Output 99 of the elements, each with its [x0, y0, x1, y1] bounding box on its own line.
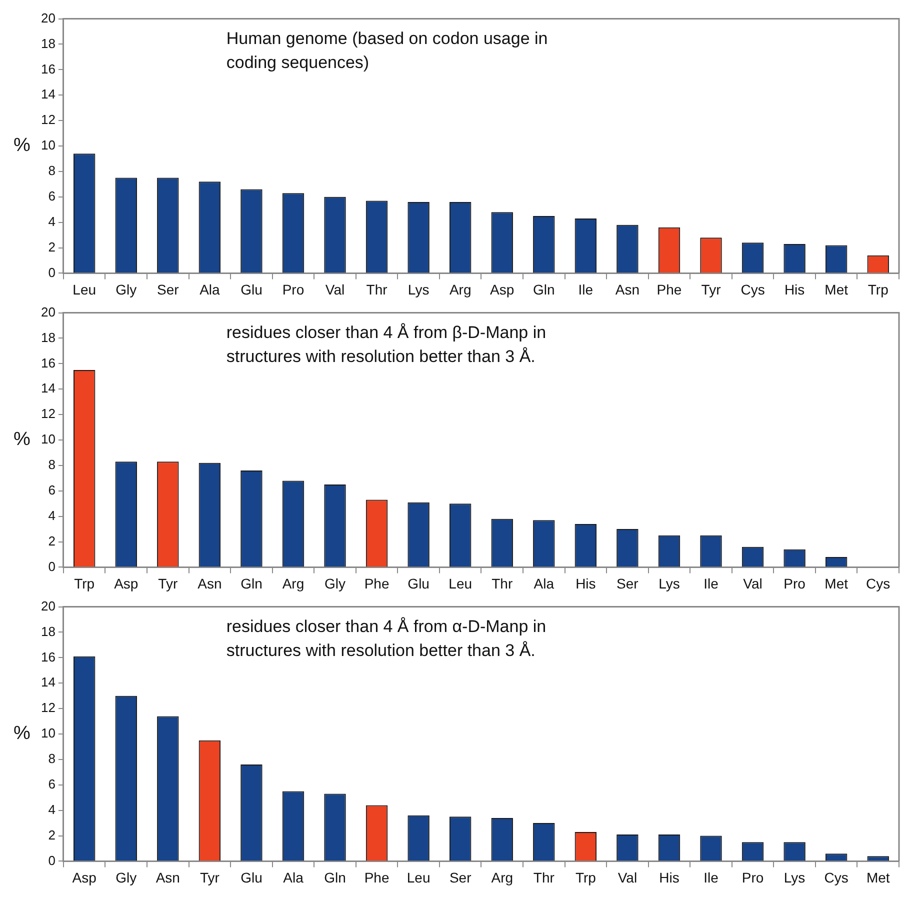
x-tick-label: Arg [449, 281, 472, 298]
annotation: Human genome (based on codon usage in coding sequences) [226, 28, 548, 72]
annotation: residues closer than 4 Å from β-D-Manp in structures with resolution better than 3 Å. [226, 322, 546, 366]
x-tick-label: Arg [491, 869, 514, 886]
x-tick-label: Asp [490, 281, 514, 298]
x-tick-label: Met [824, 281, 848, 298]
y-tick-label: 20 [40, 598, 56, 614]
x-tick-label: Trp [575, 869, 596, 886]
y-tick-label: 10 [40, 138, 56, 153]
y-tick-label: 0 [48, 558, 56, 574]
x-tick-label: Phe [364, 869, 390, 886]
x-tick-label: Tyr [701, 281, 722, 298]
x-tick-label: Phe [656, 281, 682, 298]
y-tick-label: 12 [40, 112, 56, 128]
y-tick-label: 16 [40, 649, 56, 664]
y-tick-label: 6 [48, 188, 56, 204]
x-tick-label: Asn [156, 869, 180, 886]
x-tick-label: Thr [366, 281, 388, 298]
x-tick-label: Pro [742, 869, 764, 886]
x-tick-label: Gly [116, 281, 137, 298]
x-tick-label: Asn [198, 575, 222, 592]
x-tick-label: Asn [615, 281, 640, 298]
y-tick-label: 6 [48, 482, 56, 498]
x-tick-label: Trp [74, 575, 95, 592]
x-tick-label: Leu [448, 575, 472, 592]
x-tick-label: Glu [240, 869, 262, 886]
y-tick-label: 18 [40, 36, 56, 51]
x-tick-label: Ile [578, 281, 594, 298]
y-tick-label: 2 [48, 827, 56, 842]
y-tick-label: 12 [40, 700, 56, 716]
x-tick-label: Tyr [200, 869, 220, 886]
x-tick-label: Val [325, 281, 345, 298]
x-tick-label: His [784, 281, 805, 298]
x-tick-label: Cys [866, 575, 890, 592]
y-tick-label: 14 [40, 674, 56, 690]
y-tick-label: 14 [40, 86, 56, 102]
x-tick-label: Met [824, 575, 848, 592]
x-tick-label: Gln [324, 869, 346, 886]
x-tick-label: Lys [784, 869, 806, 886]
y-tick-label: 20 [40, 10, 56, 26]
x-tick-label: Arg [282, 575, 304, 592]
x-tick-label: Val [618, 869, 638, 886]
x-tick-label: His [576, 575, 596, 592]
x-tick-label: Ser [157, 281, 180, 298]
y-tick-label: 0 [48, 264, 56, 280]
y-tick-label: 0 [48, 852, 56, 868]
y-tick-label: 16 [40, 355, 56, 370]
y-axis-title: % [14, 135, 31, 156]
x-tick-label: Leu [406, 869, 430, 886]
x-tick-label: Thr [533, 869, 555, 886]
x-tick-label: Thr [492, 575, 513, 592]
annotation: residues closer than 4 Å from α-D-Manp in structures with resolution better than 3 Å. [226, 616, 546, 660]
x-tick-label: Lys [408, 281, 430, 298]
x-tick-label: Ala [283, 869, 304, 886]
x-tick-label: Cys [740, 281, 765, 298]
y-tick-label: 4 [48, 802, 56, 817]
x-tick-label: Ala [200, 281, 220, 298]
x-tick-label: Val [743, 575, 762, 592]
y-tick-label: 10 [40, 432, 56, 447]
y-tick-label: 10 [40, 726, 56, 741]
x-tick-label: Trp [868, 281, 889, 298]
y-axis-title: % [14, 429, 31, 450]
x-tick-label: Glu [408, 575, 430, 592]
y-tick-label: 14 [40, 380, 56, 396]
x-tick-label: Ile [704, 575, 719, 592]
y-tick-label: 20 [40, 304, 56, 320]
x-tick-label: Asp [72, 869, 97, 886]
y-tick-label: 2 [48, 533, 56, 548]
y-tick-label: 4 [48, 508, 56, 523]
x-tick-label: Lys [658, 575, 680, 592]
x-tick-label: Ile [704, 869, 719, 886]
y-tick-label: 8 [48, 751, 56, 766]
x-tick-label: Met [866, 869, 890, 886]
x-tick-label: Glu [240, 281, 262, 298]
x-tick-label: Ala [534, 575, 554, 592]
y-axis-title: % [14, 723, 31, 744]
x-tick-label: Phe [364, 575, 390, 592]
y-tick-label: 12 [40, 406, 56, 422]
x-tick-label: Asp [114, 575, 138, 592]
x-tick-label: Ser [449, 869, 472, 886]
x-tick-label: Ser [616, 575, 639, 592]
x-tick-label: Gln [240, 575, 262, 592]
y-tick-label: 6 [48, 776, 56, 792]
y-tick-label: 2 [48, 239, 56, 254]
y-tick-label: 16 [40, 61, 56, 76]
x-tick-label: Gly [324, 575, 346, 592]
y-tick-label: 4 [48, 214, 56, 229]
x-tick-label: Tyr [158, 575, 178, 592]
x-tick-label: Pro [784, 575, 806, 592]
x-tick-label: Leu [72, 281, 96, 298]
x-tick-label: Cys [824, 869, 848, 886]
y-tick-label: 8 [48, 163, 56, 178]
x-tick-label: Gln [532, 281, 555, 298]
y-tick-label: 18 [40, 624, 56, 639]
x-tick-label: His [659, 869, 680, 886]
y-tick-label: 8 [48, 457, 56, 472]
x-tick-label: Pro [282, 281, 304, 298]
x-tick-label: Gly [116, 869, 137, 886]
y-tick-label: 18 [40, 330, 56, 345]
